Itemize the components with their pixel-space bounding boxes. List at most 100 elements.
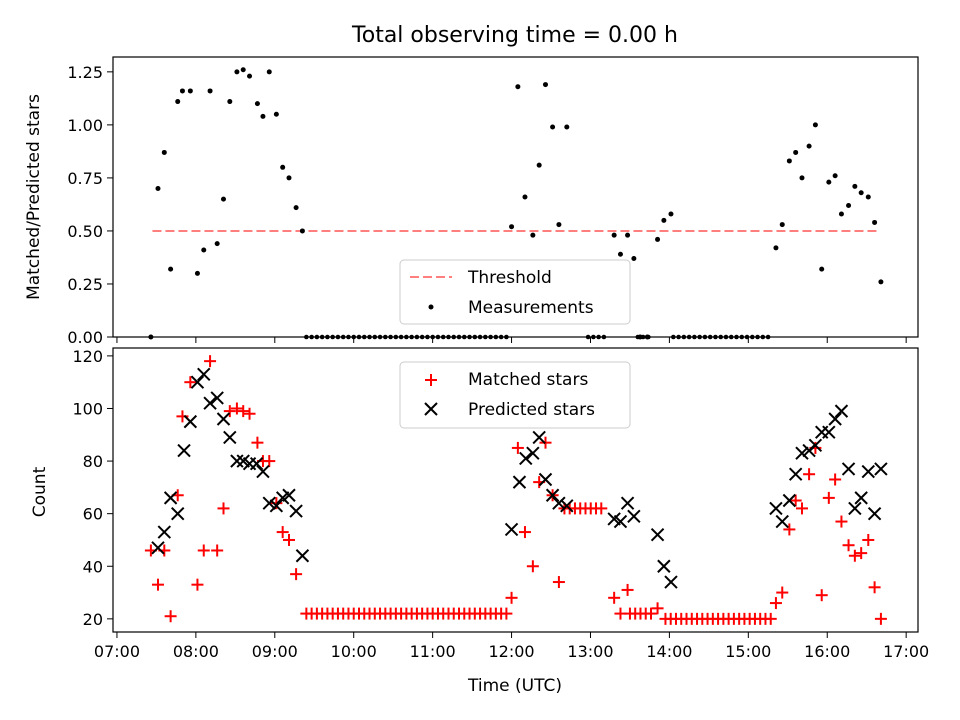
matched-star-point — [184, 376, 197, 389]
x-tick-label: 12:00 — [488, 642, 534, 661]
measurement-point — [611, 232, 617, 238]
measurement-point — [806, 143, 812, 149]
bottom-plot-frame — [112, 347, 919, 633]
predicted-star-point — [512, 475, 527, 489]
measurement-point — [846, 202, 852, 208]
legend-measurements-swatch — [428, 304, 434, 310]
matched-star-point — [795, 502, 808, 515]
matched-star-point — [595, 502, 608, 515]
measurement-point — [522, 194, 528, 200]
predicted-star-point — [538, 472, 553, 487]
matched-star-point — [282, 533, 295, 546]
measurement-point — [280, 164, 286, 170]
measurement-point — [234, 69, 240, 75]
matched-star-point — [776, 586, 789, 599]
measurement-point — [625, 232, 631, 238]
bottom-y-tick-label: 40 — [83, 557, 103, 576]
predicted-star-point — [861, 464, 875, 479]
measurement-point — [668, 211, 674, 217]
x-tick-label: 08:00 — [173, 642, 219, 661]
bottom-y-tick-label: 100 — [72, 399, 103, 418]
x-tick-label: 07:00 — [94, 642, 140, 661]
predicted-star-point — [848, 501, 862, 516]
measurement-point — [266, 69, 272, 75]
x-tick-label: 13:00 — [567, 642, 613, 661]
predicted-star-point — [223, 430, 237, 445]
measurement-point — [556, 222, 562, 228]
measurement-point — [254, 101, 260, 107]
predicted-star-point — [504, 522, 519, 537]
bottom-y-tick-label: 80 — [83, 452, 103, 471]
matched-star-point — [829, 473, 842, 486]
predicted-star-point — [828, 412, 842, 426]
measurement-point — [179, 88, 185, 94]
predicted-star-point — [620, 496, 635, 510]
matched-star-point — [651, 602, 664, 615]
top-y-tick-label: 0.75 — [67, 169, 103, 188]
top-y-tick-label: 1.25 — [67, 63, 103, 82]
x-tick-label: 09:00 — [252, 642, 298, 661]
top-y-tick-label: 0.25 — [67, 275, 103, 294]
predicted-star-point — [874, 462, 888, 476]
measurement-point — [564, 124, 570, 130]
predicted-star-point — [262, 496, 276, 510]
predicted-star-point — [841, 462, 856, 476]
measurement-point — [286, 175, 292, 181]
predicted-star-point — [183, 414, 198, 429]
measurement-point — [786, 158, 792, 164]
measurement-point — [812, 122, 818, 128]
measurement-point — [247, 73, 253, 79]
bottom-axis-ticks: 20 40 60 80 100 120 07:00 08:00 09:00 10:00 11:00 1… — [72, 347, 929, 661]
measurement-point — [542, 82, 548, 88]
measurement-point — [858, 190, 864, 196]
measurement-point — [631, 256, 637, 262]
chart-title: Total observing time = 0.00 h — [351, 23, 678, 48]
x-tick-label: 16:00 — [804, 642, 850, 661]
matched-star-point — [191, 578, 204, 591]
measurement-point — [201, 247, 207, 253]
top-y-tick-label: 1.00 — [67, 116, 103, 135]
legend-threshold-label: Threshold — [467, 268, 552, 288]
predicted-star-point — [249, 456, 264, 471]
measurement-point — [293, 205, 299, 211]
matched-star-point — [500, 607, 513, 620]
measurement-point — [299, 228, 305, 234]
measurement-point — [214, 241, 220, 247]
measurement-point — [168, 266, 174, 272]
matched-stars-layer — [144, 355, 887, 625]
measurement-point — [260, 113, 266, 119]
matched-star-point — [822, 491, 835, 504]
matched-star-point — [789, 494, 802, 507]
predicted-star-point — [808, 438, 823, 453]
measurement-point — [852, 183, 858, 189]
matched-star-point — [276, 526, 289, 539]
measurement-point — [240, 67, 246, 73]
predicted-star-point — [545, 488, 560, 502]
matched-star-point — [204, 355, 217, 368]
matched-star-point — [644, 607, 657, 620]
predicted-star-point — [177, 443, 191, 458]
predicted-star-point — [834, 404, 849, 418]
matched-star-point — [518, 526, 531, 539]
measurement-point — [515, 84, 521, 90]
top-plot-frame — [112, 56, 919, 338]
predicted-star-point — [282, 488, 296, 502]
predicted-star-point — [203, 396, 217, 410]
matched-star-point — [230, 402, 243, 415]
matched-star-point — [243, 407, 256, 420]
matched-star-point — [855, 547, 868, 560]
predicted-star-point — [657, 559, 671, 573]
matched-star-point — [874, 612, 887, 625]
matched-star-point — [505, 591, 518, 604]
measurement-point — [872, 219, 878, 225]
top-axis-ticks: 0.00 0.25 0.50 0.75 1.00 1.25 — [67, 63, 907, 347]
measurement-point — [194, 270, 200, 276]
measurement-point — [207, 88, 213, 94]
legend-matched-label: Matched stars — [468, 370, 588, 390]
matched-star-point — [526, 560, 539, 573]
matched-star-point — [164, 610, 177, 623]
predicted-star-point — [795, 446, 809, 460]
measurement-point — [220, 196, 226, 202]
matched-star-point — [815, 589, 828, 602]
